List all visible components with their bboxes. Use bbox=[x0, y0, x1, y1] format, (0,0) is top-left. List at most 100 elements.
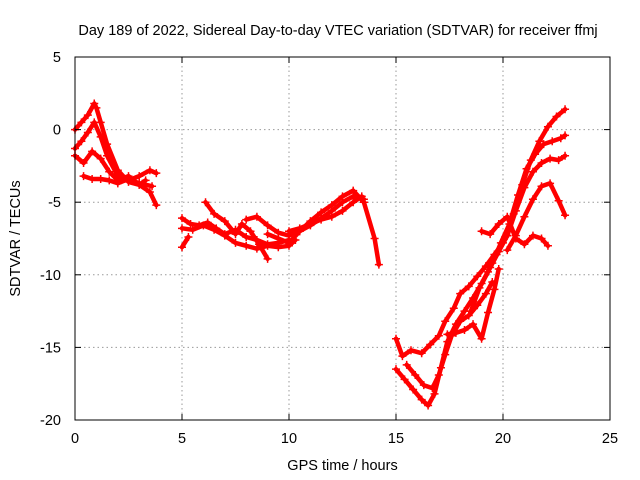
data-point bbox=[338, 206, 347, 215]
data-point bbox=[428, 384, 437, 393]
data-point bbox=[411, 370, 420, 379]
data-point bbox=[543, 241, 552, 250]
data-point bbox=[135, 179, 144, 188]
data-point bbox=[561, 211, 570, 220]
x-tick-label: 5 bbox=[178, 431, 186, 447]
data-point bbox=[295, 224, 304, 233]
data-point bbox=[561, 105, 570, 114]
series-line bbox=[505, 181, 568, 253]
data-point bbox=[77, 137, 86, 146]
data-point bbox=[522, 164, 531, 173]
data-point bbox=[503, 212, 512, 221]
data-point bbox=[263, 254, 272, 263]
data-point bbox=[543, 122, 552, 131]
data-point bbox=[469, 320, 478, 329]
data-point bbox=[242, 233, 251, 242]
data-point bbox=[135, 172, 144, 181]
series-layer bbox=[71, 99, 570, 410]
series-arc-17 bbox=[488, 131, 570, 268]
data-point bbox=[496, 238, 505, 247]
data-point bbox=[552, 112, 561, 121]
data-point bbox=[430, 389, 439, 398]
data-point bbox=[327, 212, 336, 221]
data-point bbox=[145, 188, 154, 197]
y-tick-label: -10 bbox=[40, 268, 61, 284]
data-point bbox=[145, 166, 154, 175]
data-point bbox=[520, 240, 529, 249]
data-point bbox=[539, 140, 548, 149]
series-line bbox=[286, 194, 365, 234]
y-axis-label: SDTVAR / TECUs bbox=[8, 180, 24, 296]
data-point bbox=[398, 352, 407, 361]
y-tick-label: 5 bbox=[53, 50, 61, 66]
data-point bbox=[528, 167, 537, 176]
data-point bbox=[548, 137, 557, 146]
data-point bbox=[242, 241, 251, 250]
data-point bbox=[124, 174, 133, 183]
data-point bbox=[488, 259, 497, 268]
data-point bbox=[90, 99, 99, 108]
data-point bbox=[537, 182, 546, 191]
data-point bbox=[103, 151, 112, 160]
data-point bbox=[546, 179, 555, 188]
data-point bbox=[148, 182, 157, 191]
y-tick-label: -5 bbox=[48, 195, 61, 211]
data-point bbox=[285, 227, 293, 236]
data-point bbox=[231, 230, 240, 239]
data-point bbox=[231, 238, 240, 247]
y-tick-label: -15 bbox=[40, 340, 61, 356]
data-point bbox=[426, 340, 435, 349]
data-point bbox=[537, 234, 546, 243]
data-point bbox=[96, 154, 105, 163]
data-point bbox=[327, 201, 336, 210]
data-point bbox=[417, 395, 426, 404]
data-point bbox=[481, 289, 490, 298]
series-arc-2 bbox=[71, 118, 161, 185]
data-point bbox=[349, 198, 358, 207]
data-point bbox=[92, 103, 101, 112]
data-point bbox=[252, 212, 261, 221]
series-line bbox=[72, 149, 159, 208]
data-point bbox=[188, 225, 197, 234]
data-point bbox=[546, 154, 555, 163]
data-point bbox=[531, 150, 540, 159]
data-point bbox=[503, 246, 512, 255]
data-point bbox=[528, 231, 537, 240]
data-point bbox=[466, 307, 475, 316]
data-point bbox=[186, 219, 195, 228]
data-point bbox=[464, 282, 473, 291]
data-point bbox=[528, 195, 537, 204]
data-point bbox=[451, 328, 460, 337]
tick-marks bbox=[74, 56, 611, 421]
data-point bbox=[554, 196, 563, 205]
data-point bbox=[90, 118, 99, 127]
data-point bbox=[561, 151, 570, 160]
data-point bbox=[443, 330, 452, 339]
data-point bbox=[201, 198, 210, 207]
data-point bbox=[561, 131, 570, 140]
data-point bbox=[511, 231, 520, 240]
data-point bbox=[392, 334, 400, 343]
x-tick-label: 20 bbox=[495, 431, 511, 447]
data-point bbox=[477, 227, 486, 236]
data-point bbox=[449, 304, 458, 313]
data-point bbox=[220, 231, 229, 240]
data-point bbox=[263, 241, 272, 250]
data-point bbox=[357, 192, 366, 201]
data-point bbox=[317, 208, 326, 217]
series-line bbox=[179, 234, 191, 250]
series-arc-20 bbox=[503, 179, 570, 255]
data-point bbox=[537, 158, 546, 167]
y-tick-label: -20 bbox=[40, 413, 61, 429]
data-point bbox=[477, 334, 486, 343]
chart-title: Day 189 of 2022, Sidereal Day-to-day VTE… bbox=[78, 23, 597, 39]
series-line bbox=[203, 199, 270, 262]
data-point bbox=[77, 118, 86, 127]
data-point bbox=[83, 128, 92, 137]
data-point bbox=[484, 267, 493, 276]
data-point bbox=[520, 183, 529, 192]
series-arc-8 bbox=[201, 198, 272, 263]
data-point bbox=[306, 219, 315, 228]
data-point bbox=[274, 234, 283, 243]
x-tick-label: 15 bbox=[388, 431, 404, 447]
